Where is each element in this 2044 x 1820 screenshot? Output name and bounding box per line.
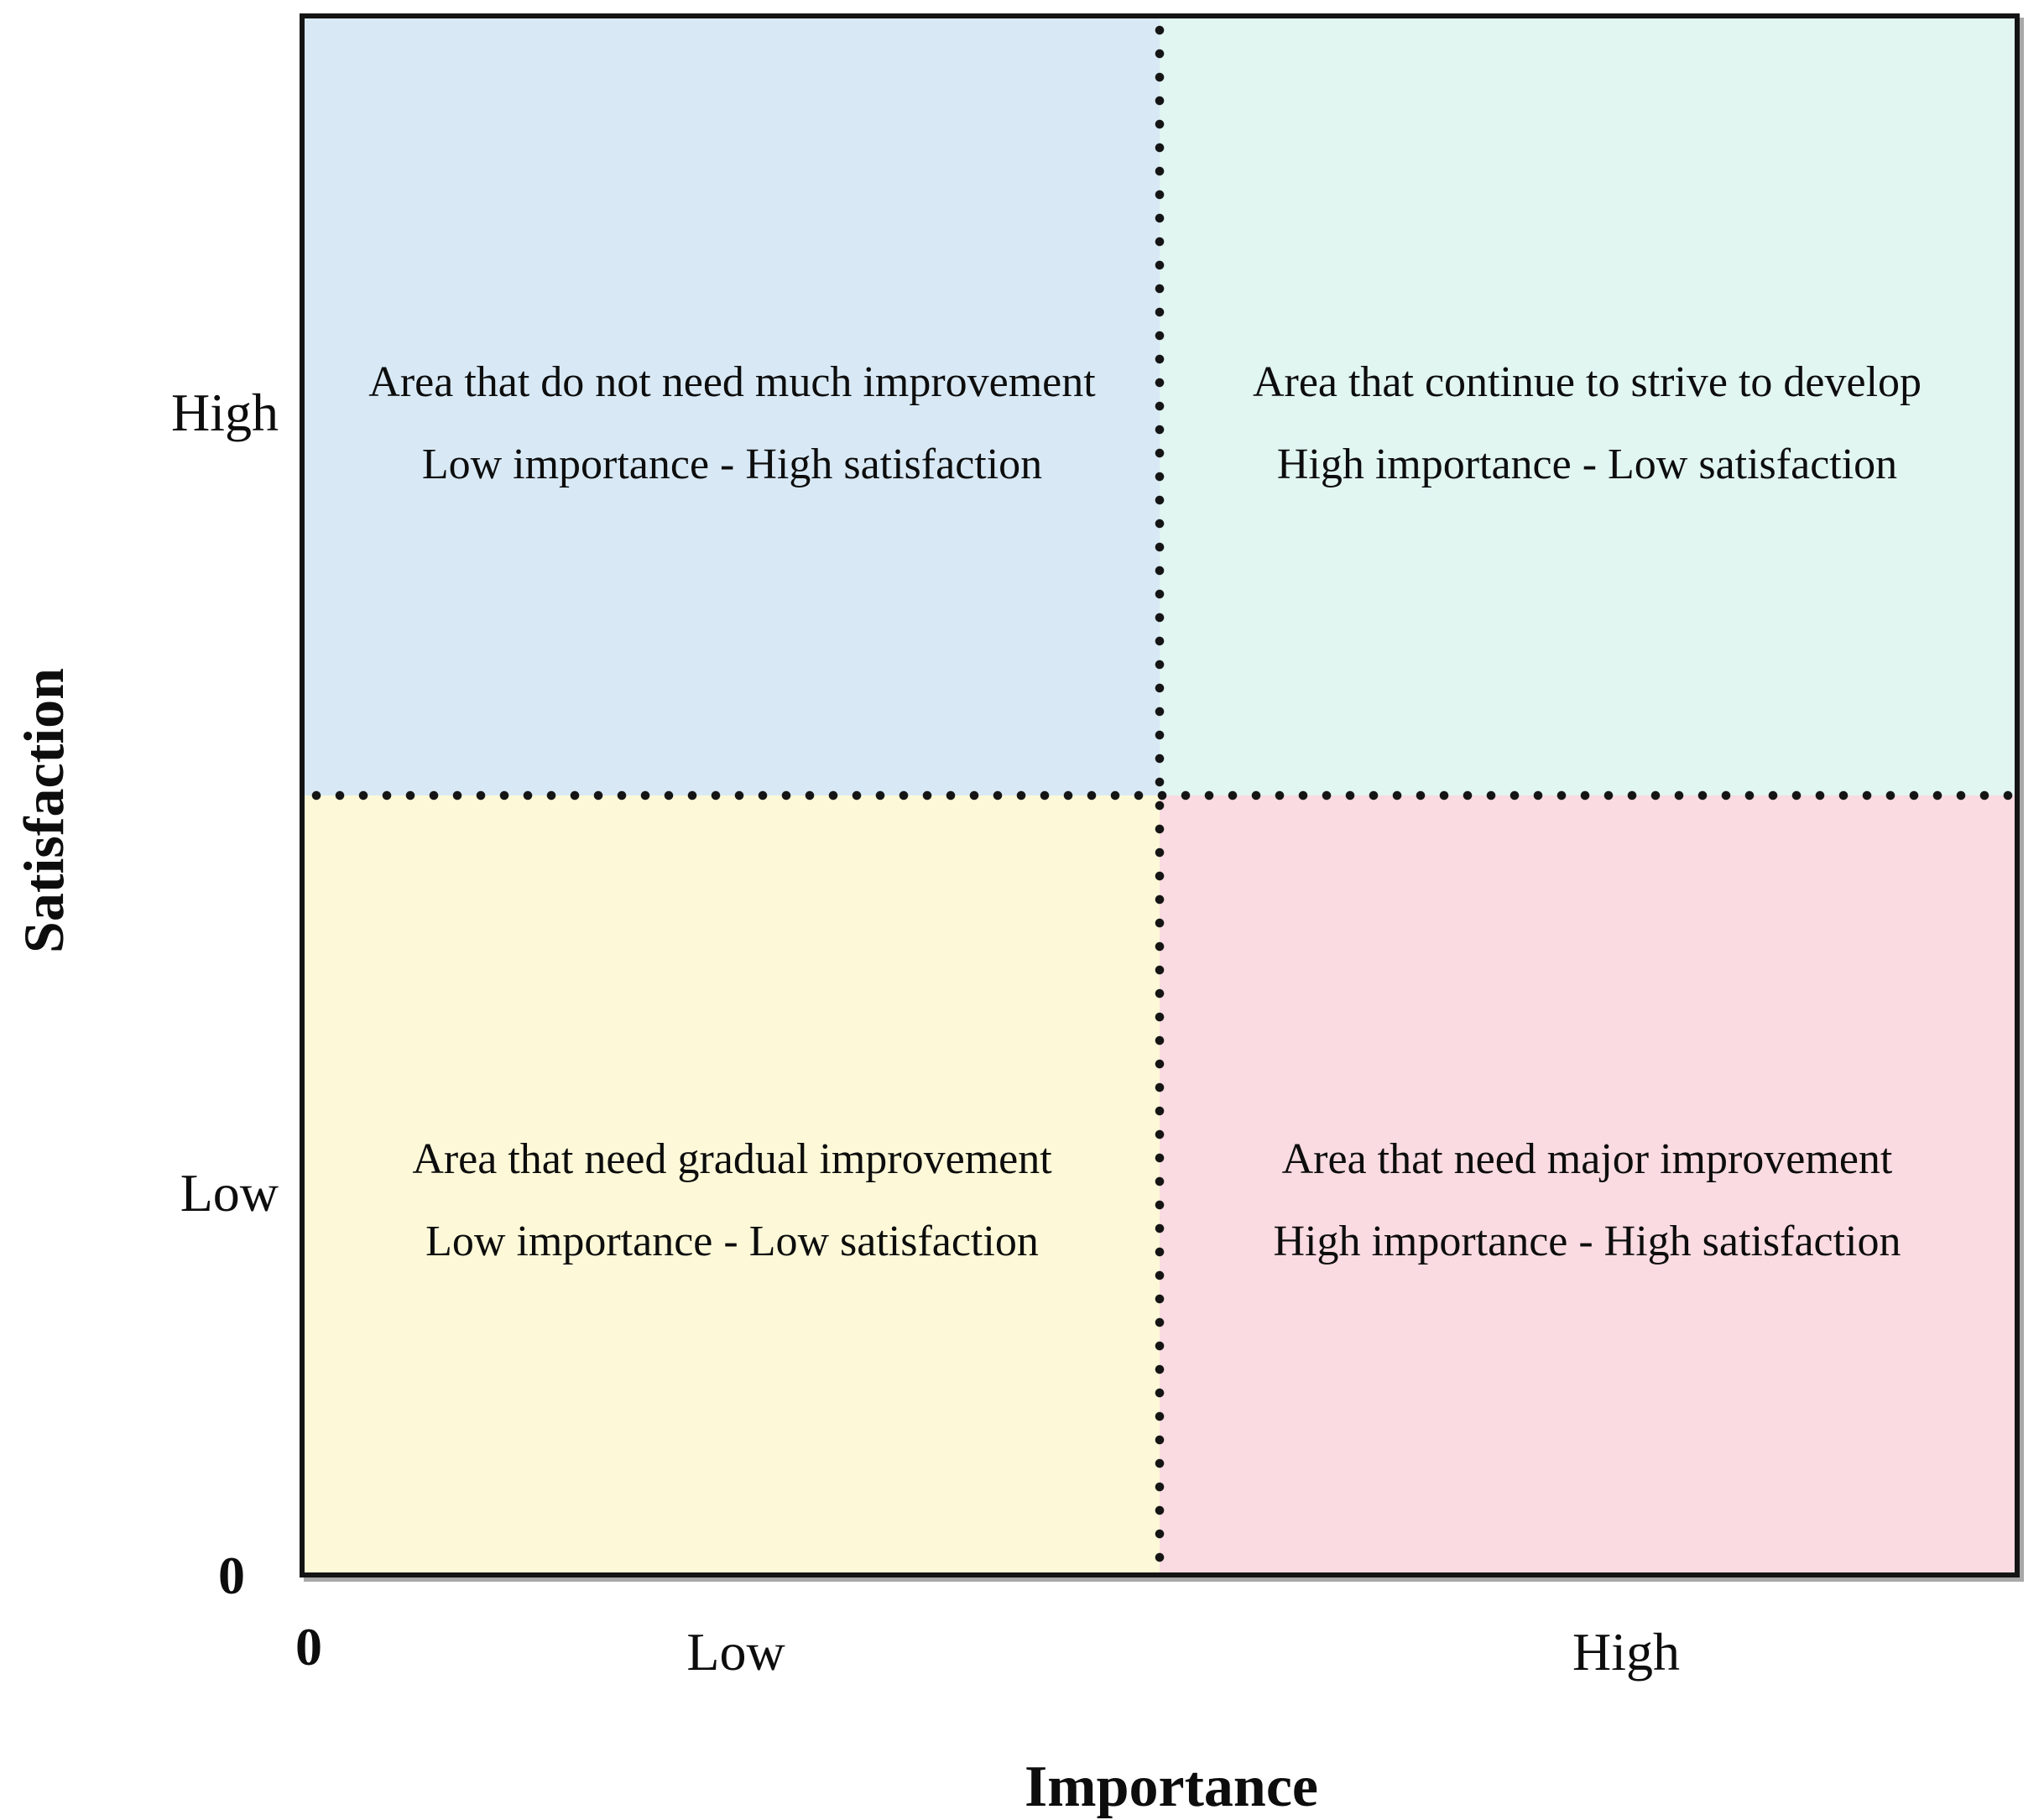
quadrant-bottom-right-text: Area that need major improvement High im… (1273, 1119, 1901, 1283)
quadrant-top-left-text: Area that do not need much improvement L… (368, 342, 1095, 506)
quadrant-bottom-left-line1: Area that need gradual improvement (412, 1135, 1052, 1183)
quadrant-top-right-text: Area that continue to strive to develop … (1253, 342, 1921, 506)
quadrant-bottom-left-line2: Low importance - Low satisfaction (425, 1218, 1039, 1265)
quadrant-bottom-right-line2: High importance - High satisfaction (1273, 1218, 1901, 1265)
quadrant-top-right: Area that continue to strive to develop … (1160, 18, 2015, 795)
quadrant-bottom-right: Area that need major improvement High im… (1160, 795, 2015, 1572)
y-tick-high: High (171, 383, 279, 442)
quadrant-top-right-line1: Area that continue to strive to develop (1252, 358, 1922, 406)
y-tick-zero: 0 (218, 1546, 245, 1605)
quadrant-top-left: Area that do not need much improvement L… (305, 18, 1160, 795)
quadrant-bottom-left: Area that need gradual improvement Low i… (305, 795, 1160, 1572)
quadrant-top-right-line2: High importance - Low satisfaction (1276, 441, 1898, 488)
y-axis-title: Satisfaction (12, 668, 76, 953)
quadrant-top-left-line2: Low importance - High satisfaction (421, 441, 1043, 488)
horizontal-dotted-divider (305, 790, 2015, 800)
plot-area: Area that do not need much improvement L… (300, 13, 2020, 1578)
x-tick-high: High (1572, 1622, 1680, 1682)
y-tick-low: Low (180, 1163, 279, 1223)
quadrant-bottom-right-line1: Area that need major improvement (1281, 1135, 1893, 1183)
quadrant-bottom-left-text: Area that need gradual improvement Low i… (412, 1119, 1051, 1283)
quadrant-top-left-line1: Area that do not need much improvement (368, 358, 1096, 406)
x-tick-zero: 0 (295, 1617, 322, 1677)
x-axis-title: Importance (1025, 1755, 1318, 1819)
x-tick-low: Low (686, 1622, 785, 1682)
